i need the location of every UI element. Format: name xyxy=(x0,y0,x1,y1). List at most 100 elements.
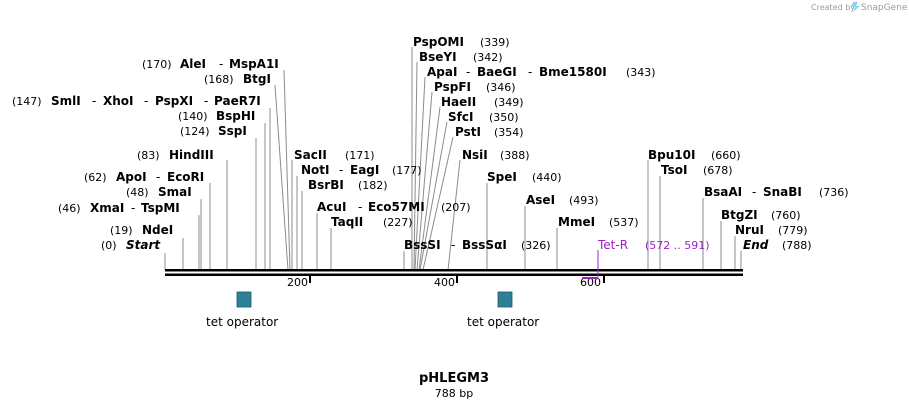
backbone-bottom-strand xyxy=(165,273,743,276)
site-ndei[interactable]: NdeI xyxy=(142,223,173,237)
site-separator: - xyxy=(144,94,148,108)
site-tsoi[interactable]: TsoI xyxy=(661,163,687,177)
site-separator: - xyxy=(466,65,470,79)
site-position: (168) xyxy=(204,73,234,86)
site-position: (140) xyxy=(178,110,208,123)
site-position: (147) xyxy=(12,95,42,108)
site-bseyi[interactable]: BseYI xyxy=(419,50,457,64)
site-spei[interactable]: SpeI xyxy=(487,170,517,184)
site-position: (354) xyxy=(494,126,524,139)
site-pspxi[interactable]: PspXI xyxy=(155,94,193,108)
leader-lines xyxy=(164,47,742,271)
tet-r-feature[interactable]: Tet-R (572 .. 591) xyxy=(582,238,710,279)
site-xmai[interactable]: XmaI xyxy=(90,201,124,215)
lead-haeii xyxy=(418,106,441,271)
site-position: (342) xyxy=(473,51,503,64)
site-separator: - xyxy=(92,94,96,108)
site-end[interactable]: End xyxy=(743,238,769,252)
site-labels: (0) Start (19) NdeI (46) XmaI - TspMI (4… xyxy=(12,35,849,252)
site-position: (227) xyxy=(383,216,413,229)
site-acui[interactable]: AcuI xyxy=(317,200,346,214)
site-separator: - xyxy=(528,65,532,79)
site-position: (182) xyxy=(358,179,388,192)
site-sfci[interactable]: SfcI xyxy=(448,110,473,124)
site-separator: - xyxy=(752,185,756,199)
site-bme1580i[interactable]: Bme1580I xyxy=(539,65,607,79)
site-position: (177) xyxy=(392,164,422,177)
site-position: (660) xyxy=(711,149,741,162)
site-ecori[interactable]: EcoRI xyxy=(167,170,204,184)
site-eagi[interactable]: EagI xyxy=(350,163,379,177)
tet-operator-box xyxy=(497,291,513,308)
site-position: (207) xyxy=(441,201,471,214)
site-position: (350) xyxy=(489,111,519,124)
site-sspi[interactable]: SspI xyxy=(218,124,247,138)
site-sacii[interactable]: SacII xyxy=(294,148,327,162)
tick-label-400: 400 xyxy=(434,276,455,289)
site-eco57mi[interactable]: Eco57MI xyxy=(368,200,425,214)
sequence-backbone: 200 400 600 xyxy=(165,269,743,289)
site-position: (326) xyxy=(521,239,551,252)
site-smai[interactable]: SmaI xyxy=(158,185,192,199)
site-apai[interactable]: ApaI xyxy=(427,65,457,79)
site-tspmi[interactable]: TspMI xyxy=(141,201,180,215)
lead-alei xyxy=(283,69,291,271)
tet-operator-feature[interactable]: tet operator xyxy=(467,291,539,329)
site-bsphi[interactable]: BspHI xyxy=(216,109,255,123)
tet-operator-label: tet operator xyxy=(206,315,278,329)
site-smli[interactable]: SmlI xyxy=(51,94,81,108)
site-bsrbi[interactable]: BsrBI xyxy=(308,178,344,192)
site-taqii[interactable]: TaqII xyxy=(331,215,363,229)
site-nsii[interactable]: NsiI xyxy=(462,148,488,162)
tet-operator-box xyxy=(236,291,252,308)
site-mspa1i[interactable]: MspA1I xyxy=(229,57,279,71)
site-position: (171) xyxy=(345,149,375,162)
site-position: (760) xyxy=(771,209,801,222)
site-noti[interactable]: NotI xyxy=(301,163,330,177)
site-position: (19) xyxy=(110,224,133,237)
site-start[interactable]: Start xyxy=(126,238,161,252)
lead-sfci xyxy=(419,121,448,271)
site-btgi[interactable]: BtgI xyxy=(243,72,271,86)
site-position: (0) xyxy=(101,239,117,252)
site-bsaai[interactable]: BsaAI xyxy=(704,185,742,199)
site-position: (493) xyxy=(569,194,599,207)
site-baegi[interactable]: BaeGI xyxy=(477,65,517,79)
site-position: (788) xyxy=(782,239,812,252)
plasmid-name: pHLEGM3 xyxy=(419,371,489,386)
site-position: (343) xyxy=(626,66,656,79)
site-xhoi[interactable]: XhoI xyxy=(103,94,134,108)
site-pspomi[interactable]: PspOMI xyxy=(413,35,464,49)
site-pspfi[interactable]: PspFI xyxy=(434,80,471,94)
site-haeii[interactable]: HaeII xyxy=(441,95,476,109)
site-hindiii[interactable]: HindIII xyxy=(169,148,214,162)
site-separator: - xyxy=(219,57,223,71)
site-snabi[interactable]: SnaBI xyxy=(763,185,802,199)
site-psti[interactable]: PstI xyxy=(455,125,481,139)
site-bsssai[interactable]: BssSαI xyxy=(462,238,507,252)
site-mmei[interactable]: MmeI xyxy=(558,215,595,229)
site-nrui[interactable]: NruI xyxy=(735,223,764,237)
lead-nsii xyxy=(447,159,461,271)
lead-pspfi xyxy=(416,91,433,271)
site-separator: - xyxy=(451,238,455,252)
site-asei[interactable]: AseI xyxy=(526,193,555,207)
site-bsssi[interactable]: BssSI xyxy=(404,238,441,252)
site-position: (346) xyxy=(486,81,516,94)
snapgene-credit: Created by SnapGene xyxy=(811,2,908,13)
site-paer7i[interactable]: PaeR7I xyxy=(214,94,261,108)
site-position: (349) xyxy=(494,96,524,109)
site-btgzi[interactable]: BtgZI xyxy=(721,208,758,222)
tet-operator-label: tet operator xyxy=(467,315,539,329)
site-apoi[interactable]: ApoI xyxy=(116,170,147,184)
credit-brand: SnapGene xyxy=(861,3,908,13)
credit-text: Created by xyxy=(811,3,855,12)
site-position: (83) xyxy=(137,149,160,162)
site-alei[interactable]: AleI xyxy=(180,57,206,71)
site-position: (48) xyxy=(126,186,149,199)
site-separator: - xyxy=(339,163,343,177)
tet-operator-feature[interactable]: tet operator xyxy=(206,291,278,329)
site-bpu10i[interactable]: Bpu10I xyxy=(648,148,695,162)
plasmid-length: 788 bp xyxy=(435,387,473,400)
site-position: (736) xyxy=(819,186,849,199)
